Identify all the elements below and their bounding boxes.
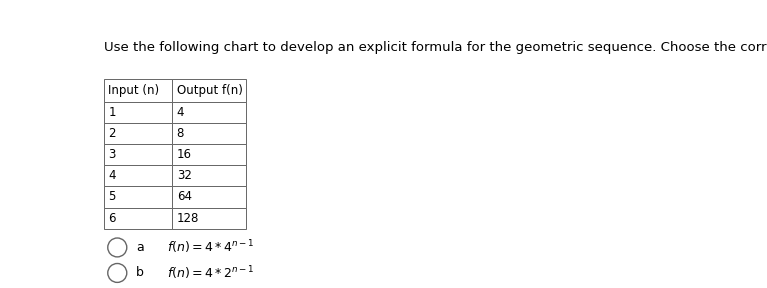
Text: 8: 8	[176, 127, 184, 140]
Text: 128: 128	[176, 212, 199, 225]
Bar	[172, 79, 246, 102]
Bar	[104, 186, 172, 208]
Bar	[104, 102, 172, 123]
Text: 5: 5	[108, 190, 116, 204]
Text: $f(n) = 4 * 4^{n-1}$: $f(n) = 4 * 4^{n-1}$	[167, 239, 255, 256]
Bar	[104, 123, 172, 144]
Bar	[104, 79, 172, 102]
Bar	[172, 102, 246, 123]
Bar	[104, 144, 172, 165]
Text: b: b	[137, 266, 144, 279]
Text: 4: 4	[176, 106, 184, 119]
Text: 1: 1	[108, 106, 116, 119]
Text: $f(n) = 4 * 2^{n-1}$: $f(n) = 4 * 2^{n-1}$	[167, 264, 255, 282]
Text: Output f(n): Output f(n)	[176, 84, 242, 97]
Text: 16: 16	[176, 148, 192, 161]
Bar	[172, 144, 246, 165]
Bar	[172, 186, 246, 208]
Text: 3: 3	[108, 148, 116, 161]
Text: 6: 6	[108, 212, 116, 225]
Text: Input (n): Input (n)	[108, 84, 160, 97]
Text: 64: 64	[176, 190, 192, 204]
Text: a: a	[137, 241, 144, 254]
Text: 4: 4	[108, 169, 116, 182]
Bar	[104, 208, 172, 229]
Bar	[172, 165, 246, 186]
Text: 32: 32	[176, 169, 192, 182]
Bar	[172, 208, 246, 229]
Text: Use the following chart to develop an explicit formula for the geometric sequenc: Use the following chart to develop an ex…	[104, 41, 767, 54]
Text: 2: 2	[108, 127, 116, 140]
Bar	[104, 165, 172, 186]
Bar	[172, 123, 246, 144]
